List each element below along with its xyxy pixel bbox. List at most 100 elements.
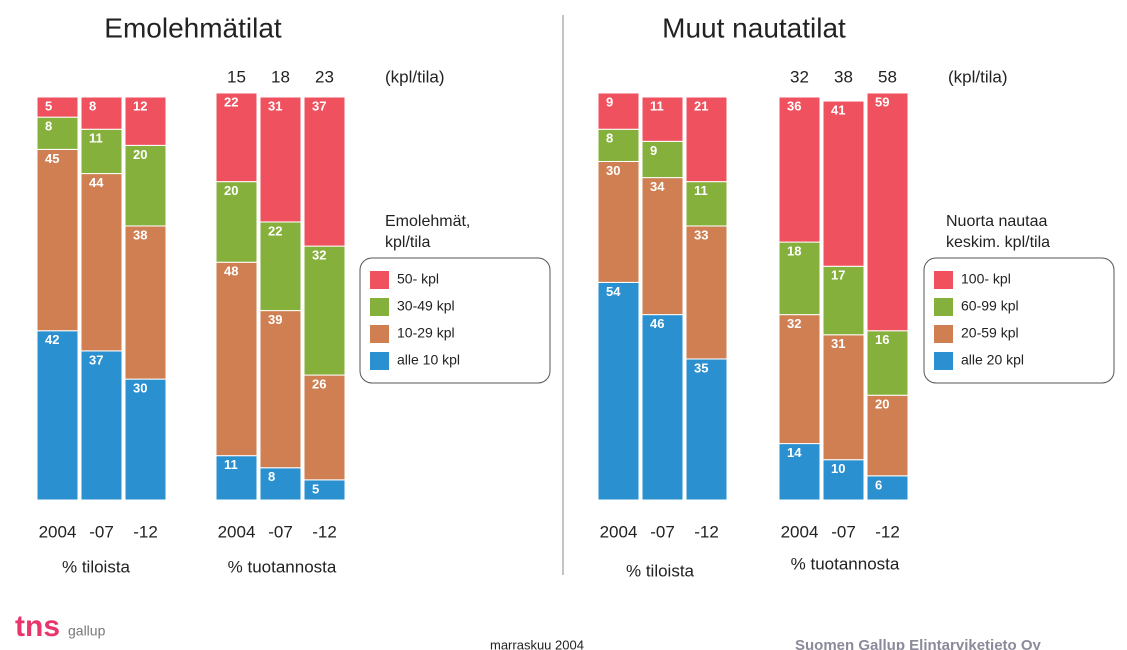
segment-label: 18 [787, 244, 801, 259]
x-axis-label: % tiloista [62, 557, 131, 576]
bar-segment [215, 181, 258, 263]
total-label: 32 [790, 67, 809, 86]
total-label: 23 [315, 67, 334, 86]
bar-segment [80, 350, 123, 501]
segment-label: 46 [650, 316, 664, 331]
x-tick-label: -07 [650, 522, 675, 541]
x-tick-label: 2004 [218, 522, 256, 541]
bar-segment [778, 314, 821, 445]
segment-label: 8 [45, 119, 52, 134]
segment-label: 20 [133, 147, 147, 162]
bar-segment [685, 358, 728, 501]
segment-label: 54 [606, 284, 621, 299]
legend-title: Nuorta nautaa [946, 213, 1048, 230]
bar-segment [215, 261, 258, 457]
segment-label: 11 [650, 98, 664, 113]
legend-swatch [934, 271, 953, 289]
logo-sub: gallup [68, 623, 106, 639]
segment-label: 9 [606, 94, 613, 109]
total-label: 15 [227, 67, 246, 86]
x-axis-label: % tuotannosta [228, 557, 337, 576]
legend-swatch [934, 325, 953, 343]
legend-swatch [370, 271, 389, 289]
segment-label: 6 [875, 477, 882, 492]
segment-label: 37 [312, 98, 326, 113]
segment-label: 8 [89, 98, 96, 113]
bar-segment [866, 394, 909, 477]
segment-label: 12 [133, 98, 147, 113]
bar-segment [597, 281, 640, 501]
bar-segment [80, 128, 123, 175]
segment-label: 8 [268, 469, 275, 484]
segment-label: 31 [268, 98, 282, 113]
bar-segment [303, 245, 346, 376]
segment-label: 20 [875, 397, 889, 412]
bar-segment [259, 96, 302, 223]
legend-label: 10-29 kpl [397, 325, 455, 341]
bar-segment [303, 479, 346, 501]
segment-label: 38 [133, 227, 147, 242]
bar-segment [124, 144, 167, 227]
bar-segment [124, 378, 167, 501]
segment-label: 20 [224, 183, 238, 198]
x-tick-label: -12 [694, 522, 719, 541]
bar-segment [641, 177, 684, 316]
segment-label: 48 [224, 264, 238, 279]
bar-segment [124, 96, 167, 146]
bar-segment [80, 173, 123, 352]
segment-label: 31 [831, 336, 845, 351]
bar-segment [36, 96, 79, 118]
bar-segment [259, 221, 302, 312]
bar-segment [641, 140, 684, 179]
segment-label: 32 [787, 316, 801, 331]
bar-segment [597, 160, 640, 283]
legend-swatch [370, 352, 389, 370]
segment-label: 8 [606, 131, 613, 146]
legend-swatch [934, 352, 953, 370]
bar-segment [597, 128, 640, 162]
segment-label: 59 [875, 94, 889, 109]
legend-box [359, 257, 551, 384]
segment-label: 5 [312, 481, 319, 496]
segment-label: 32 [312, 248, 326, 263]
bar-segment [303, 96, 346, 247]
x-tick-label: 2004 [781, 522, 819, 541]
segment-label: 33 [694, 227, 708, 242]
annotation: (kpl/tila) [948, 67, 1008, 86]
bar-segment [822, 459, 865, 501]
legend-label: alle 20 kpl [961, 352, 1024, 368]
x-tick-label: -07 [831, 522, 856, 541]
segment-label: 36 [787, 98, 801, 113]
legend-label: 20-59 kpl [961, 325, 1019, 341]
bar-segment [215, 92, 258, 183]
x-axis-label: % tuotannosta [791, 554, 900, 573]
bar-segment [80, 96, 123, 130]
bar-segment [822, 334, 865, 461]
segment-label: 11 [694, 183, 708, 198]
legend-box [923, 257, 1115, 384]
segment-label: 16 [875, 332, 889, 347]
segment-label: 44 [89, 175, 104, 190]
segment-label: 10 [831, 461, 845, 476]
segment-label: 22 [268, 223, 282, 238]
segment-label: 39 [268, 312, 282, 327]
x-tick-label: -07 [89, 522, 114, 541]
legend-swatch [370, 325, 389, 343]
segment-label: 42 [45, 332, 59, 347]
segment-label: 17 [831, 268, 845, 283]
segment-label: 5 [45, 98, 52, 113]
total-label: 58 [878, 67, 897, 86]
segment-label: 22 [224, 94, 238, 109]
footer-date: marraskuu 2004 [490, 637, 584, 650]
bar-segment [641, 314, 684, 501]
segment-label: 14 [787, 445, 802, 460]
bar-segment [303, 374, 346, 481]
x-tick-label: -12 [875, 522, 900, 541]
legend-label: 60-99 kpl [961, 298, 1019, 314]
x-tick-label: 2004 [39, 522, 77, 541]
bar-segment [36, 330, 79, 501]
logo: tns [15, 610, 60, 643]
x-axis-label: % tiloista [626, 561, 695, 580]
bar-segment [259, 310, 302, 469]
bar-segment [124, 225, 167, 380]
